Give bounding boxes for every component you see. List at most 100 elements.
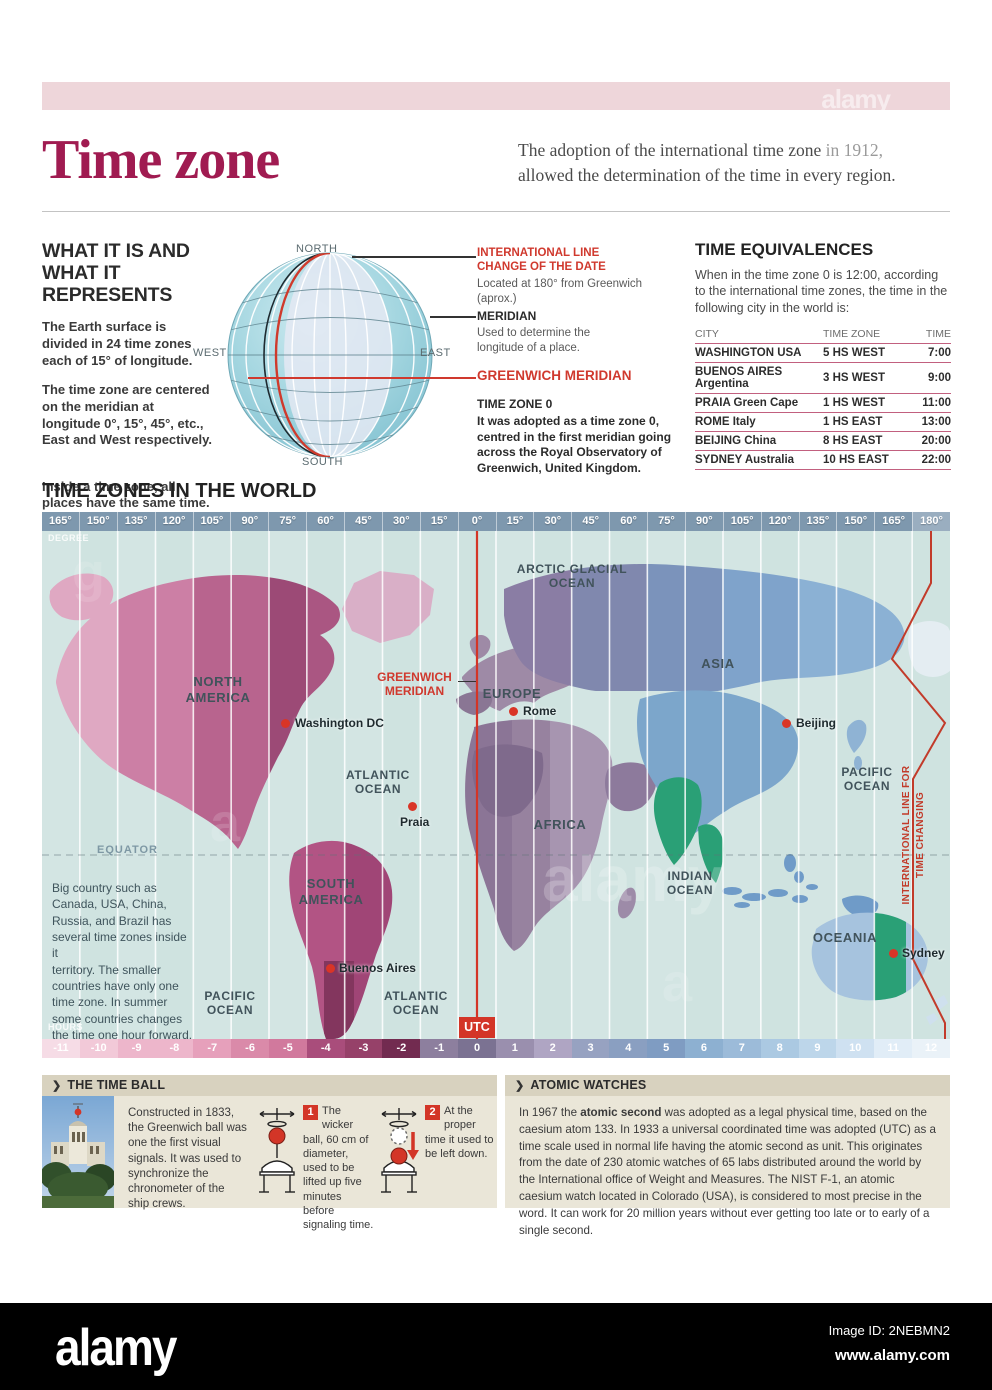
step-number-badge: 2 [425,1105,440,1120]
label-atlantic-ocean: ATLANTIC OCEAN [346,768,410,797]
hour-tick: 7 [722,1039,761,1058]
atomic-watches-panel: ❯ ATOMIC WATCHES In 1967 the atomic secon… [505,1075,950,1237]
degree-tick: 135° [116,512,155,531]
date-line-text: INTERNATIONAL LINE FOR [901,765,912,905]
step-number-badge: 1 [303,1105,318,1120]
panel-header: ❯ THE TIME BALL [42,1075,497,1096]
hour-scale: -11 -10 -9 -8 -7 -6 -5 -4 -3 -2 -1 0 1 2 3 4 5 6 7 8 9 10 11 12 [42,1039,950,1058]
down-arrow-icon [407,1132,419,1160]
time-ball-step-2: 2 At the proper time it used to be left d… [375,1096,497,1208]
city-dot-buenos-aires [326,964,335,973]
callout-tz0-title: TIME ZONE 0 [477,397,553,411]
city-label-washington: Washington DC [295,716,384,730]
callout-line-dateline [352,256,476,258]
globe-west-label: WEST [193,347,227,359]
text-part: was adopted as a legal physical time, ba… [519,1106,936,1237]
hour-tick: -11 [42,1039,80,1058]
degree-tick: 0° [457,512,496,531]
table-cell: 1 HS EAST [823,412,907,432]
what-it-is-section: WHAT IT IS AND WHAT IT REPRESENTS The Ea… [42,240,242,512]
hour-tick: -4 [306,1039,345,1058]
hour-tick: 4 [609,1039,648,1058]
hour-tick: 8 [760,1039,799,1058]
hour-tick: -1 [420,1039,459,1058]
hour-tick: 9 [798,1039,837,1058]
label-pacific-ocean: PACIFIC OCEAN [841,765,893,794]
table-cell: SYDNEY Australia [695,450,823,470]
page-subtitle: The adoption of the international time z… [518,138,938,188]
hour-tick: -10 [79,1039,118,1058]
degree-tick: 60° [306,512,344,531]
callout-tz0-desc: It was adopted as a time zone 0, centred… [477,414,672,475]
table-cell: 8 HS EAST [823,431,907,451]
table-cell: 9:00 [907,362,951,394]
label-pacific-ocean-south: PACIFIC OCEAN [204,989,256,1018]
degree-tick: 60° [609,512,647,531]
label-international-date-line: INTERNATIONAL LINE FOR TIME CHANGING [900,690,927,980]
table-cell: 20:00 [907,431,951,451]
degree-tick: 105° [192,512,231,531]
hour-tick: 1 [495,1039,534,1058]
alamy-url: www.alamy.com [834,1347,950,1364]
city-dot-praia [408,802,417,811]
city-label-sydney: Sydney [902,946,945,960]
label-europe: EUROPE [482,686,542,701]
label-equator: EQUATOR [97,844,158,856]
table-column-header: TIME [907,325,951,344]
table-row: BEIJING China 8 HS EAST 20:00 [695,431,951,451]
table-intro: When in the time zone 0 is 12:00, accord… [695,268,948,315]
degree-tick: 75° [647,512,685,531]
alamy-footer-bar: alamy Image ID: 2NEBMN2 www.alamy.com [0,1303,992,1390]
hour-tick: 2 [533,1039,572,1058]
label-atlantic-ocean-south: ATLANTIC OCEAN [384,989,448,1018]
table-cell: BUENOS AIRES Argentina [695,362,823,394]
degree-tick: 15° [419,512,458,531]
image-id: Image ID: 2NEBMN2 [828,1323,950,1338]
top-accent-bar: alamy [42,82,950,114]
hour-tick: -3 [344,1039,383,1058]
atomic-watches-text: In 1967 the atomic second was adopted as… [505,1096,950,1239]
panel-title: ATOMIC WATCHES [530,1078,647,1092]
table-cell: 5 HS WEST [823,343,907,363]
hours-scale-label: HOURS [48,1022,84,1032]
degree-tick: 90° [684,512,723,531]
utc-badge: UTC [459,1017,495,1038]
world-map: 165° 150° 135° 120° 105° 90° 75° 60° 45° 30° 15° 0°… [42,512,950,1058]
page-title: Time zone [42,129,280,191]
hour-tick: 12 [912,1039,950,1058]
table-column-header: TIME ZONE [823,325,907,344]
globe-south-label: SOUTH [302,456,343,468]
paragraph: The Earth surface is divided in 24 time … [42,319,193,368]
time-ball-step-1: 1 The wicker ball, 60 cm of diameter, use… [253,1096,375,1231]
hour-tick: 0 [458,1039,496,1058]
label-south-america: SOUTH AMERICA [298,876,364,907]
hour-tick: -8 [155,1039,194,1058]
degree-scale-label: DEGREE [48,533,90,543]
hour-tick: -2 [382,1039,421,1058]
hour-tick: -5 [268,1039,307,1058]
callout-line-greenwich [248,377,476,379]
callout-line-meridian [430,316,476,318]
table-cell: BEIJING China [695,431,823,451]
degree-tick: 120° [760,512,799,531]
table-cell: ROME Italy [695,412,823,432]
city-dot-rome [509,707,518,716]
subtitle-year: in 1912, [825,140,883,160]
table-cell: WASHINGTON USA [695,343,823,363]
subtitle-part: The adoption of the international time z… [518,140,826,160]
paragraph: The time zone are centered on the meridi… [42,382,213,448]
table-row: WASHINGTON USA 5 HS WEST 7:00 [695,343,951,363]
step-description: The wicker ball, 60 cm of diameter, used… [303,1105,374,1232]
header-divider [42,211,950,212]
city-label-rome: Rome [523,704,557,718]
alamy-logo: alamy [55,1318,177,1377]
degree-tick: 90° [230,512,268,531]
text-part: In 1967 the [519,1106,581,1119]
label-north-america: NORTH AMERICA [185,674,251,705]
greenwich-observatory-photo [42,1096,114,1208]
table-cell: 10 HS EAST [823,450,907,470]
city-label-praia: Praia [400,815,430,829]
globe-diagram [227,252,433,458]
step-text: 1 The wicker ball, 60 cm of diameter, use… [301,1104,375,1231]
time-ball-intro: Constructed in 1833, the Greenwich ball … [128,1107,247,1211]
